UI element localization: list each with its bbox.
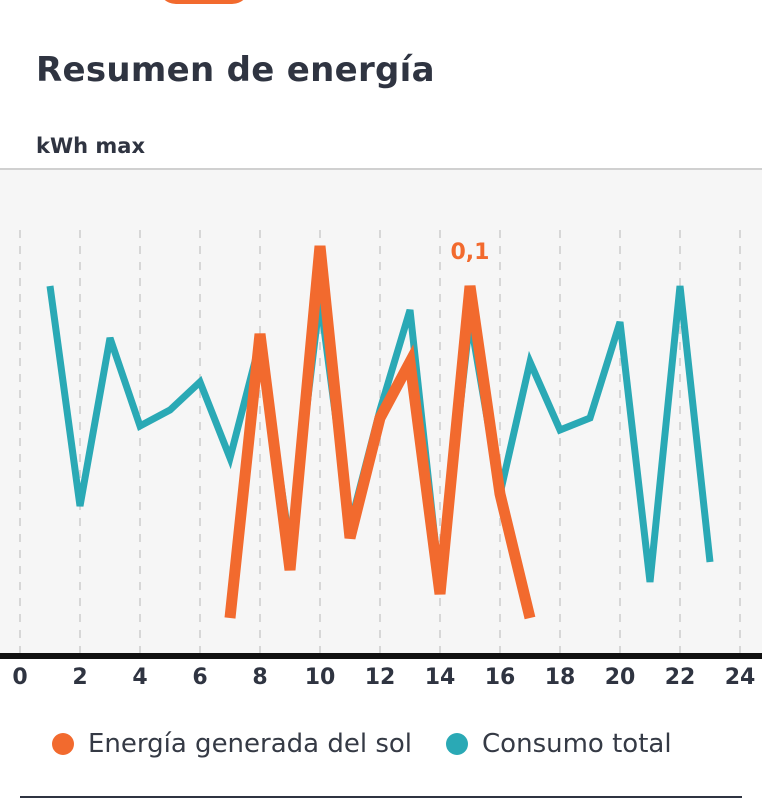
x-tick-label-0: 0	[12, 665, 27, 690]
legend-item-solar: Energía generada del sol	[52, 729, 412, 759]
chart-series-layer	[46, 245, 714, 620]
x-tick-label-18: 18	[545, 665, 576, 690]
x-tick-label-14: 14	[425, 665, 456, 690]
x-tick-label-24: 24	[725, 665, 756, 690]
page-title: Resumen de energía	[36, 50, 435, 90]
consumption-legend-dot-icon	[446, 733, 469, 755]
top-orange-arc	[158, 0, 250, 4]
solar-generation-line	[224, 245, 536, 620]
energy-chart-container: 0,1 0 2 4 6 8 10 12 14 16 18 20 22 24	[0, 168, 762, 700]
bottom-divider	[20, 796, 742, 798]
legend-item-consumption: Consumo total	[446, 729, 672, 759]
x-tick-label-22: 22	[665, 665, 696, 690]
solar-peak-label: 0,1	[451, 240, 490, 265]
x-tick-label-4: 4	[132, 665, 147, 690]
legend-label-consumption: Consumo total	[482, 729, 672, 759]
x-tick-label-8: 8	[252, 665, 267, 690]
x-tick-label-12: 12	[365, 665, 396, 690]
x-axis-tick-labels: 0 2 4 6 8 10 12 14 16 18 20 22 24	[12, 665, 755, 690]
solar-legend-dot-icon	[52, 733, 74, 755]
x-tick-label-10: 10	[305, 665, 336, 690]
chart-legend: Energía generada del sol Consumo total	[0, 718, 762, 770]
x-tick-label-2: 2	[72, 665, 87, 690]
legend-label-solar: Energía generada del sol	[88, 729, 413, 759]
x-tick-label-16: 16	[485, 665, 516, 690]
unit-label: kWh max	[36, 134, 145, 158]
x-tick-label-6: 6	[192, 665, 207, 690]
chart-grid	[19, 230, 741, 656]
x-tick-label-20: 20	[605, 665, 636, 690]
energy-line-chart: 0,1 0 2 4 6 8 10 12 14 16 18 20 22 24	[0, 168, 762, 690]
